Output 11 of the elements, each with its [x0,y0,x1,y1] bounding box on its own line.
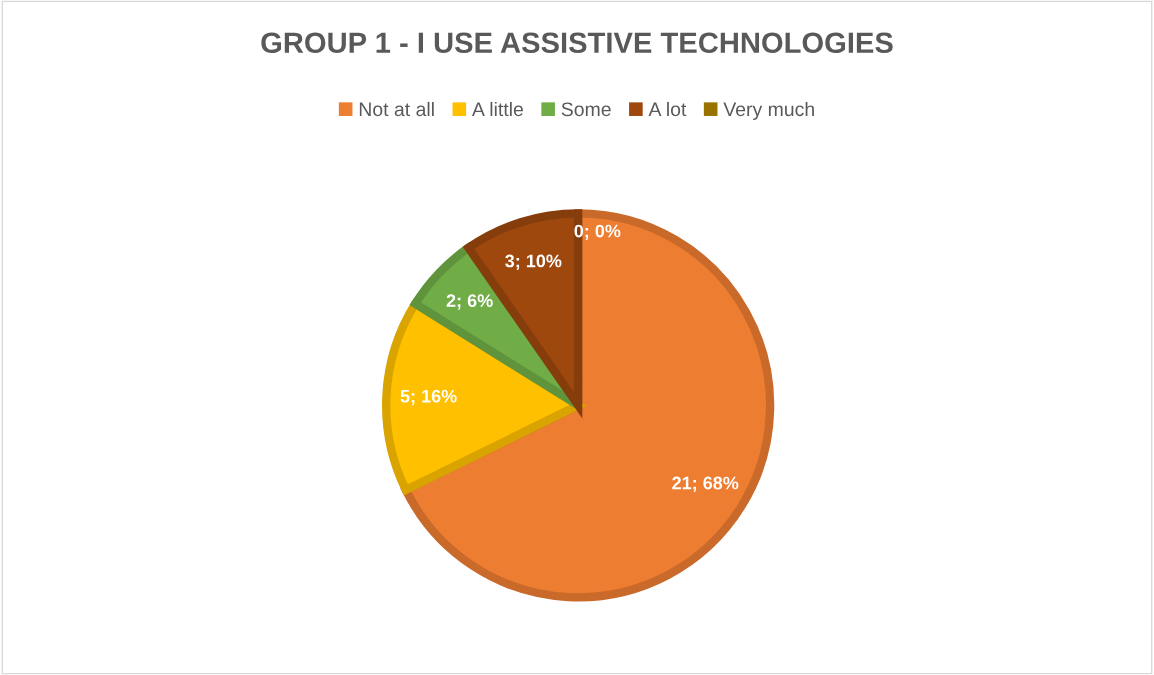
legend-label: A lot [648,101,687,117]
data-label: 21; 68% [672,476,739,493]
data-label: 2; 6% [446,294,493,310]
data-label: 5; 16% [400,389,457,406]
legend-label: Some [561,102,611,117]
legend-label: Very much [723,101,814,120]
legend-label: A little [472,101,523,117]
legend-label: Not at all [359,101,434,117]
text: 0; 0% [574,224,621,241]
data-label: 3; 10% [505,254,562,270]
chart-title: GROUP 1 - I USE ASSISTIVE TECHNOLOGIES [261,32,893,54]
